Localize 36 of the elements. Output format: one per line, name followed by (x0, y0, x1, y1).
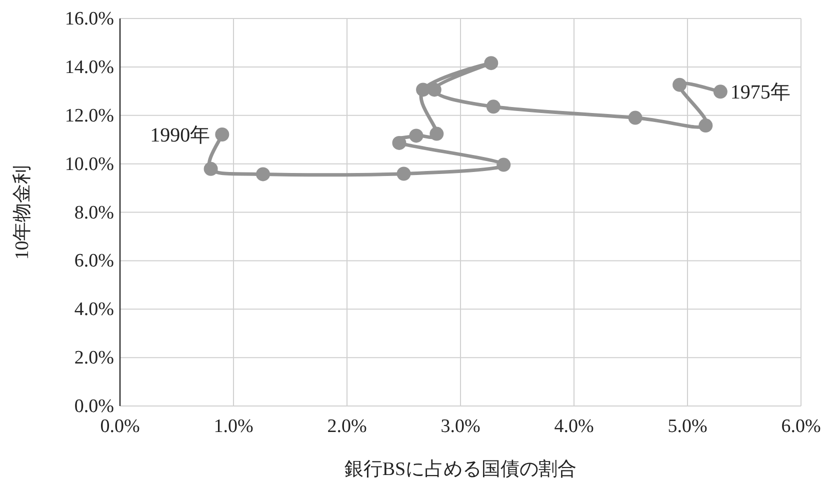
x-tick-label: 0.0% (100, 416, 140, 437)
y-tick-label: 14.0% (64, 56, 114, 78)
y-tick-label: 12.0% (64, 105, 114, 126)
point (416, 82, 430, 97)
x-tick-label: 4.0% (554, 416, 594, 437)
y-tick-label: 6.0% (74, 250, 114, 272)
x-tick-label: 1.0% (214, 416, 254, 437)
x-tick-label: 6.0% (781, 416, 821, 437)
point (496, 158, 511, 172)
x-tick-label: 2.0% (327, 416, 367, 437)
point (396, 166, 411, 181)
point (484, 56, 498, 70)
x-tick-label: 5.0% (668, 416, 708, 437)
point (427, 82, 442, 97)
y-tick-label: 4.0% (74, 299, 114, 320)
point (672, 78, 687, 92)
point (392, 136, 406, 150)
point (698, 118, 713, 133)
point (409, 128, 424, 143)
y-axis-title: 10年物金利 (12, 164, 33, 260)
y-tick-label: 8.0% (74, 202, 114, 224)
annotation: 1990年 (150, 124, 210, 147)
y-tick-label: 16.0% (64, 8, 114, 30)
y-tick-label: 10.0% (64, 154, 114, 175)
y-tick-label: 2.0% (74, 348, 114, 369)
x-tick-label: 3.0% (440, 416, 480, 437)
point (713, 84, 728, 99)
point (486, 100, 500, 114)
x-axis-title: 銀行BSに占める国債の割合 (344, 459, 577, 480)
annotation: 1975年 (730, 82, 790, 104)
point (204, 162, 218, 176)
point (256, 167, 270, 182)
y-tick-label: 0.0% (74, 396, 114, 417)
point (430, 126, 444, 141)
point (215, 128, 230, 142)
point (628, 110, 642, 125)
